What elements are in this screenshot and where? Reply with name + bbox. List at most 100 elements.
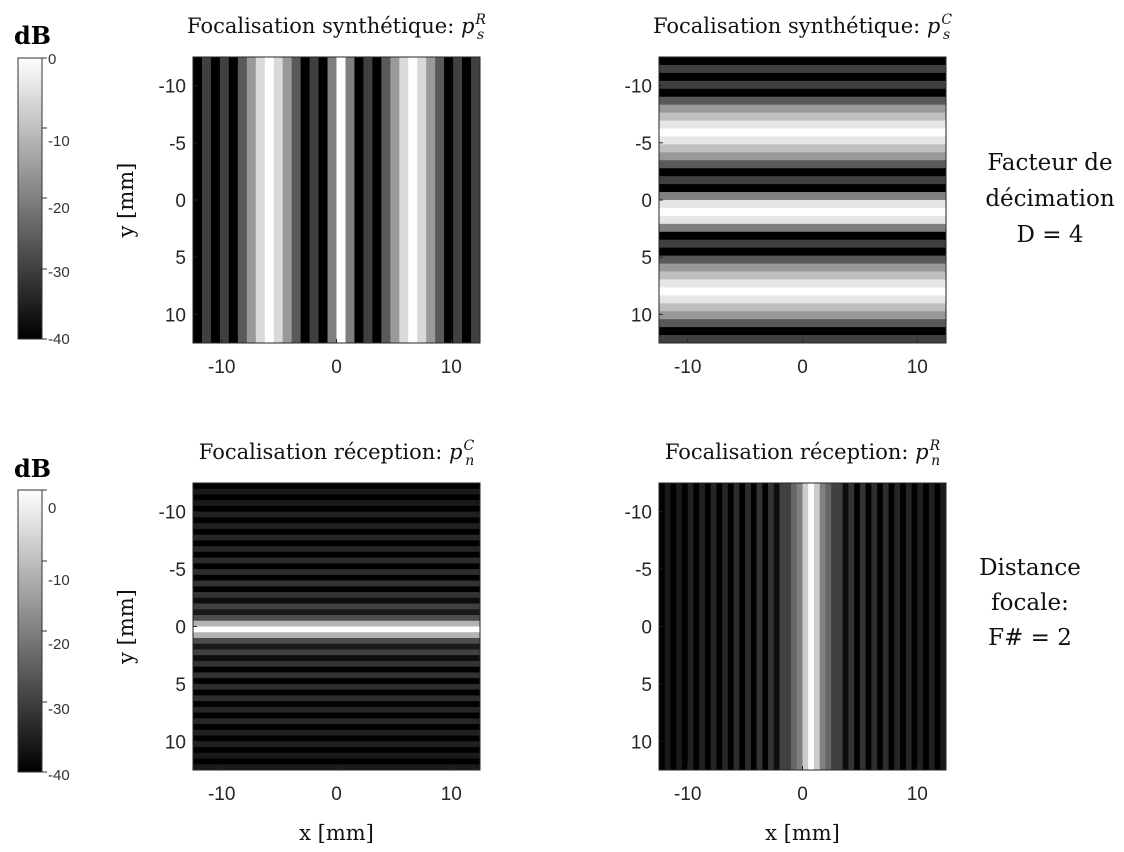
- heatmap-cell: [300, 57, 310, 343]
- panel-reception-c: Focalisation réception: pC n -10 -5 0 5 10 -10 0…: [114, 438, 481, 845]
- heatmap-cell: [911, 483, 918, 770]
- y-tick-label: 5: [641, 248, 652, 269]
- heatmap-cell: [219, 57, 230, 343]
- row-annotation-top: Facteur de décimation D = 4: [985, 150, 1115, 248]
- heatmap-cell: [193, 592, 480, 599]
- heatmap-cell: [291, 57, 302, 343]
- heatmap-cell: [659, 295, 946, 304]
- colorbar-top: dB 0 -10 -20 -30 -40: [14, 21, 70, 348]
- heatmap-cell: [193, 678, 480, 685]
- x-tick-label: 10: [907, 784, 928, 805]
- heatmap-cell: [825, 483, 832, 770]
- heatmap-cell: [193, 666, 480, 673]
- heatmap-cell: [659, 303, 946, 312]
- x-tick-label: 10: [441, 784, 462, 805]
- heatmap-cell: [264, 57, 275, 343]
- heatmap-cell: [659, 168, 946, 177]
- heatmap-cell: [193, 712, 480, 719]
- y-tick-label: -5: [635, 560, 652, 581]
- heatmap-cell: [193, 620, 480, 627]
- colorbar-unit-label: dB: [14, 454, 51, 483]
- colorbar-tick-label: -30: [48, 701, 70, 718]
- heatmap-cell: [193, 747, 480, 754]
- heatmap-cell: [727, 483, 735, 770]
- annotation-line: D = 4: [1017, 222, 1084, 248]
- y-tick-label: -10: [159, 77, 186, 98]
- heatmap-cell: [193, 655, 480, 662]
- y-tick-label: 0: [641, 618, 652, 639]
- heatmap-cell: [193, 488, 480, 495]
- heatmap-cell: [193, 57, 203, 343]
- heatmap-cell: [923, 483, 930, 770]
- heatmap-cell: [417, 57, 427, 343]
- annotation-line: Facteur de: [987, 150, 1112, 176]
- heatmap-cell: [659, 72, 946, 82]
- heatmap-cell: [435, 57, 445, 343]
- heatmap-cell: [848, 483, 855, 770]
- heatmap-cell: [659, 144, 946, 153]
- heatmap-cell: [808, 483, 815, 770]
- heatmap-cell: [894, 483, 901, 770]
- heatmap-cell: [659, 215, 946, 225]
- heatmap-cell: [664, 483, 671, 770]
- heatmap-cell: [659, 319, 946, 328]
- heatmap-cell: [659, 311, 946, 320]
- heatmap-cell: [836, 483, 844, 770]
- heatmap-cell: [336, 57, 346, 343]
- heatmap-cell: [193, 557, 480, 564]
- heatmap-cell: [193, 517, 480, 524]
- panel-synthetic-r: Focalisation synthétique: pR s -10 -5 0 5 10 -1…: [114, 12, 486, 378]
- colorbar-tick-label: -20: [48, 200, 70, 217]
- heatmap-cell: [462, 57, 472, 343]
- annotation-line: focale:: [991, 590, 1069, 616]
- heatmap-cell: [327, 57, 337, 343]
- row-annotation-bottom: Distance focale: F# = 2: [979, 555, 1081, 651]
- y-tick-label: 10: [165, 305, 186, 326]
- annotation-line: Distance: [979, 555, 1081, 581]
- heatmap-cell: [193, 551, 480, 559]
- heatmap-cell: [854, 483, 861, 770]
- y-tick-label: -5: [169, 560, 186, 581]
- y-tick-label: 10: [631, 732, 652, 753]
- colorbar-tick-label: -40: [48, 767, 70, 784]
- heatmap-cell: [318, 57, 328, 343]
- heatmap-cell: [888, 483, 895, 770]
- heatmap-cell: [940, 483, 947, 770]
- heatmap-cell: [659, 287, 946, 296]
- heatmap-cell: [471, 57, 481, 343]
- heatmap-cell: [699, 483, 706, 770]
- heatmap-cell: [228, 57, 239, 343]
- heatmap-cell: [659, 184, 946, 193]
- heatmap-cell: [659, 263, 946, 272]
- heatmap-cell: [193, 574, 480, 581]
- heatmap-cell: [193, 603, 480, 610]
- heatmap-cell: [871, 483, 878, 770]
- heatmap-cell: [381, 57, 391, 343]
- heatmap-cell: [756, 483, 763, 770]
- heatmap-cell: [193, 718, 480, 725]
- heatmap-cell: [399, 57, 409, 343]
- heatmap-cell: [193, 609, 480, 616]
- y-axis-label: y [mm]: [114, 589, 138, 665]
- colorbar-tick-label: 0: [48, 500, 56, 517]
- heatmap-cell: [210, 57, 221, 343]
- x-tick-label: 0: [797, 357, 808, 378]
- x-tick-label: -10: [674, 357, 701, 378]
- heatmap-cell: [193, 569, 480, 576]
- heatmap-cell: [426, 57, 436, 343]
- heatmap-cell: [762, 483, 769, 770]
- heatmap-cell: [693, 483, 700, 770]
- heatmap-cell: [659, 279, 946, 288]
- heatmap-cell: [659, 223, 946, 233]
- heatmap-cell: [193, 540, 480, 547]
- heatmap-cell: [193, 649, 480, 656]
- panel-title: Focalisation synthétique: pC s: [653, 12, 952, 43]
- panel-title: Focalisation réception: pR n: [665, 438, 941, 469]
- heatmap-cell: [309, 57, 319, 343]
- heatmap-cell: [865, 483, 872, 770]
- y-tick-label: -10: [625, 77, 652, 98]
- y-tick-label: 5: [641, 675, 652, 696]
- x-tick-label: -10: [674, 784, 701, 805]
- heatmap-cell: [390, 57, 400, 343]
- heatmap-cell: [444, 57, 454, 343]
